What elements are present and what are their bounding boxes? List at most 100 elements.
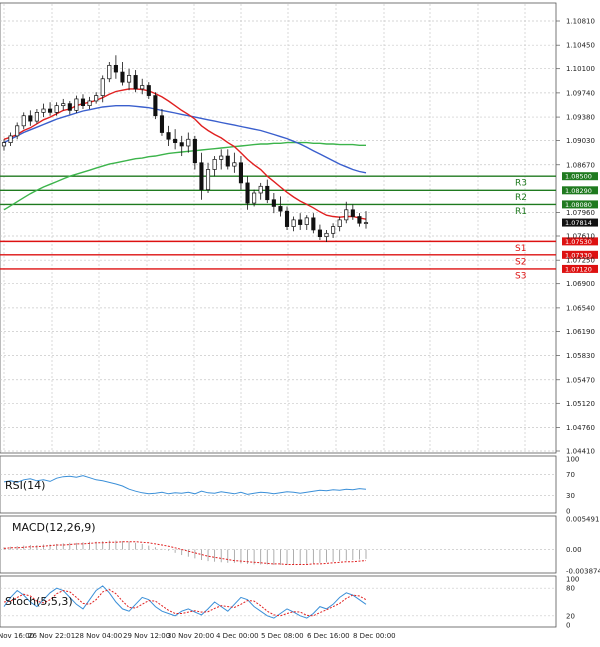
- candle-bull: [232, 162, 237, 167]
- level-name-s1: S1: [515, 244, 526, 254]
- price-tick-label: 1.07250: [566, 257, 595, 265]
- candle-bear: [265, 185, 270, 201]
- candle-bear: [179, 142, 184, 147]
- level-badge-s3: [562, 264, 598, 273]
- candle-bear: [278, 206, 283, 212]
- candle-bear: [120, 71, 125, 83]
- level-badge-label-r2: 1.08290: [565, 187, 592, 195]
- candle-bull: [74, 98, 79, 111]
- rsi-tick-label: 0: [566, 508, 570, 516]
- candle-bull: [344, 209, 349, 221]
- macd-panel: [0, 515, 557, 574]
- price-tick-label: 1.09740: [566, 89, 595, 97]
- candle-bear: [80, 98, 86, 107]
- ma-blue-line: [3, 105, 367, 174]
- candle-bear: [245, 182, 250, 204]
- candle-bear: [271, 199, 276, 207]
- last-price-badge: [562, 218, 598, 227]
- macd-tick-label: 0.00: [566, 546, 582, 554]
- stoch-d-line: [3, 589, 367, 617]
- rsi-line: [3, 475, 367, 495]
- candle-bull: [212, 159, 217, 170]
- time-label: 4 Dec 00:00: [216, 632, 259, 640]
- time-label: 8 Dec 00:00: [353, 632, 396, 640]
- level-badge-r3: [562, 172, 598, 181]
- candle-bull: [107, 64, 112, 80]
- candle-bull: [54, 105, 59, 113]
- price-tick-label: 1.07960: [566, 209, 595, 217]
- ma-red-line: [3, 88, 367, 220]
- rsi-panel: [0, 455, 557, 514]
- price-tick-label: 1.06540: [566, 304, 595, 312]
- time-label: 29 Nov 12:00: [123, 632, 170, 640]
- candles: [1, 55, 369, 243]
- candle-bear: [199, 162, 204, 190]
- rsi-tick-label: 30: [566, 492, 575, 500]
- candle-bull: [363, 222, 369, 224]
- time-label: 6 Dec 16:00: [307, 632, 350, 640]
- level-badge-label-r3: 1.08500: [565, 173, 592, 181]
- macd-tick-label: -0.003874: [566, 568, 600, 576]
- macd-tick-label: 0.005491: [566, 516, 599, 524]
- level-name-s2: S2: [515, 257, 526, 267]
- candle-bull: [1, 142, 7, 147]
- candle-bull: [219, 155, 224, 160]
- stoch-tick-label: 0: [566, 622, 570, 630]
- candle-bull: [41, 108, 46, 113]
- level-badge-s1: [562, 237, 598, 246]
- candle-bull: [127, 75, 132, 83]
- candle-bull: [61, 103, 66, 107]
- candle-bear: [146, 85, 151, 96]
- level-badge-s2: [562, 250, 598, 259]
- stoch-tick-label: 20: [566, 612, 575, 620]
- candle-bull: [337, 219, 342, 227]
- candle-bull: [87, 100, 92, 107]
- level-badge-label-s2: 1.07330: [565, 251, 592, 259]
- time-label: Nov 16:00: [0, 632, 34, 640]
- level-badge-label-s3: 1.07120: [565, 265, 592, 273]
- candle-bull: [205, 169, 211, 190]
- candle-bull: [252, 192, 257, 204]
- candle-bull: [8, 135, 13, 143]
- stoch-panel: [0, 575, 557, 628]
- candle-bear: [159, 115, 165, 133]
- stoch-title: Stoch(5,5,3): [5, 595, 73, 608]
- stoch-tick-label: 100: [566, 576, 579, 584]
- rsi-title: RSI(14): [5, 479, 45, 492]
- price-tick-label: 1.07610: [566, 233, 595, 241]
- candle-bear: [284, 210, 290, 227]
- level-badge-r1: [562, 200, 598, 209]
- rsi-tick-label: 100: [566, 456, 579, 464]
- price-tick-label: 1.05830: [566, 352, 595, 360]
- grid-lines: [0, 4, 556, 452]
- price-axis: 1.10810 1.10450 1.10100 1.09740 1.09380 1.090…: [556, 18, 598, 456]
- level-name-s3: S3: [515, 271, 526, 281]
- time-label: 28 Nov 04:00: [75, 632, 122, 640]
- price-tick-label: 1.10810: [566, 18, 595, 26]
- candle-bear: [238, 162, 243, 184]
- candle-bull: [34, 112, 39, 122]
- candle-bear: [113, 64, 118, 73]
- candle-bear: [166, 132, 171, 140]
- price-panel: [0, 2, 557, 454]
- time-label: 30 Nov 20:00: [167, 632, 214, 640]
- level-badge-r2: [562, 186, 598, 195]
- candle-bull: [291, 219, 296, 227]
- ma-green-line: [3, 141, 366, 211]
- candle-bull: [100, 78, 105, 96]
- candle-bull: [94, 95, 99, 102]
- level-name-r2: R2: [515, 193, 527, 203]
- candle-bear: [317, 229, 322, 238]
- price-tick-label: 1.08670: [566, 161, 595, 169]
- support-resistance-levels: R3 1.08500 R2 1.08290 R1 1.08080 S1 1.07530 S2 1.…: [0, 172, 598, 281]
- candle-bull: [324, 232, 329, 238]
- candle-bear: [225, 155, 230, 167]
- candle-bear: [350, 209, 355, 217]
- candle-bear: [153, 95, 158, 117]
- last-price-label: 1.07814: [565, 219, 592, 227]
- candle-bear: [173, 138, 178, 143]
- price-tick-label: 1.04410: [566, 448, 595, 456]
